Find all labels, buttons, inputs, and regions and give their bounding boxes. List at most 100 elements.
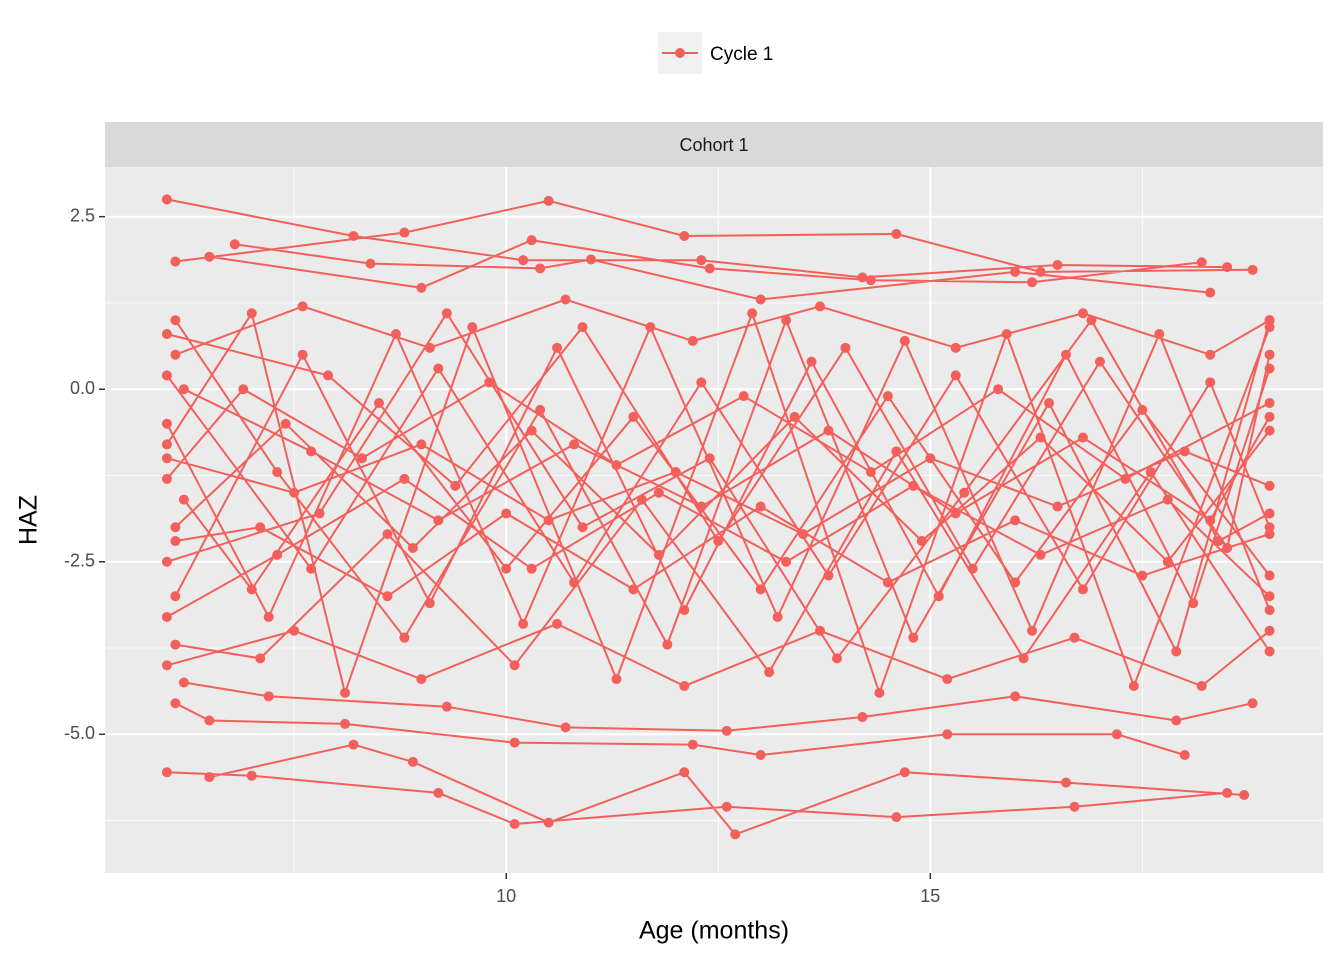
- point: [1154, 329, 1165, 340]
- point: [959, 487, 970, 498]
- point: [831, 653, 842, 664]
- point: [501, 563, 512, 574]
- point: [755, 501, 766, 512]
- point: [161, 453, 172, 464]
- point: [399, 227, 410, 238]
- point: [857, 712, 868, 723]
- point: [891, 812, 902, 823]
- point: [806, 356, 817, 367]
- point: [696, 377, 707, 388]
- point: [1264, 411, 1275, 422]
- point: [560, 722, 571, 733]
- point: [1222, 262, 1233, 273]
- point: [1179, 749, 1190, 760]
- point: [170, 315, 181, 326]
- point: [1264, 322, 1275, 333]
- point: [560, 294, 571, 305]
- point: [908, 480, 919, 491]
- point: [399, 473, 410, 484]
- point: [1162, 494, 1173, 505]
- point: [424, 598, 435, 609]
- point: [1264, 570, 1275, 581]
- y-tick-label: 0.0: [70, 378, 95, 398]
- point: [543, 195, 554, 206]
- point: [518, 618, 529, 629]
- point: [161, 439, 172, 450]
- point: [272, 549, 283, 560]
- point: [950, 342, 961, 353]
- point: [704, 263, 715, 274]
- y-axis-title: HAZ: [15, 495, 43, 545]
- point: [1264, 646, 1275, 657]
- point: [509, 819, 520, 830]
- point: [1077, 584, 1088, 595]
- point: [1077, 308, 1088, 319]
- point: [526, 235, 537, 246]
- point: [255, 653, 266, 664]
- point: [509, 737, 520, 748]
- point: [653, 549, 664, 560]
- point: [161, 329, 172, 340]
- point: [297, 301, 308, 312]
- point: [1264, 591, 1275, 602]
- point: [679, 680, 690, 691]
- point: [1264, 508, 1275, 519]
- point: [552, 618, 563, 629]
- point: [433, 363, 444, 374]
- point: [950, 508, 961, 519]
- point: [238, 384, 249, 395]
- point: [1044, 398, 1055, 409]
- point: [636, 494, 647, 505]
- point: [755, 294, 766, 305]
- point: [509, 660, 520, 671]
- point: [1052, 501, 1063, 512]
- point: [1264, 480, 1275, 491]
- point: [263, 611, 274, 622]
- point: [874, 687, 885, 698]
- point: [1264, 398, 1275, 409]
- point: [450, 480, 461, 491]
- point: [1145, 467, 1156, 478]
- point: [1162, 556, 1173, 567]
- point: [865, 275, 876, 286]
- point: [255, 522, 266, 533]
- point: [323, 370, 334, 381]
- point: [586, 254, 597, 265]
- point: [526, 563, 537, 574]
- point: [755, 749, 766, 760]
- point: [899, 767, 910, 778]
- point: [781, 315, 792, 326]
- point: [314, 508, 325, 519]
- point: [891, 446, 902, 457]
- point: [1196, 680, 1207, 691]
- point: [882, 577, 893, 588]
- point: [170, 256, 181, 267]
- point: [1264, 349, 1275, 360]
- point: [687, 335, 698, 346]
- point: [543, 817, 554, 828]
- point: [1120, 473, 1131, 484]
- point: [1264, 315, 1275, 326]
- y-tick-label: -2.5: [64, 551, 95, 571]
- point: [543, 515, 554, 526]
- x-axis-title: Age (months): [639, 917, 789, 945]
- point: [170, 698, 181, 709]
- point: [1171, 715, 1182, 726]
- point: [407, 756, 418, 767]
- point: [246, 584, 257, 595]
- point: [1069, 801, 1080, 812]
- facet-label: Cohort 1: [679, 135, 748, 155]
- point: [340, 718, 351, 729]
- point: [662, 639, 673, 650]
- point: [925, 453, 936, 464]
- point: [628, 584, 639, 595]
- point: [1060, 349, 1071, 360]
- point: [993, 384, 1004, 395]
- point: [1069, 632, 1080, 643]
- point: [611, 674, 622, 685]
- point: [170, 536, 181, 547]
- point: [526, 425, 537, 436]
- point: [170, 591, 181, 602]
- point: [204, 251, 215, 262]
- point: [161, 370, 172, 381]
